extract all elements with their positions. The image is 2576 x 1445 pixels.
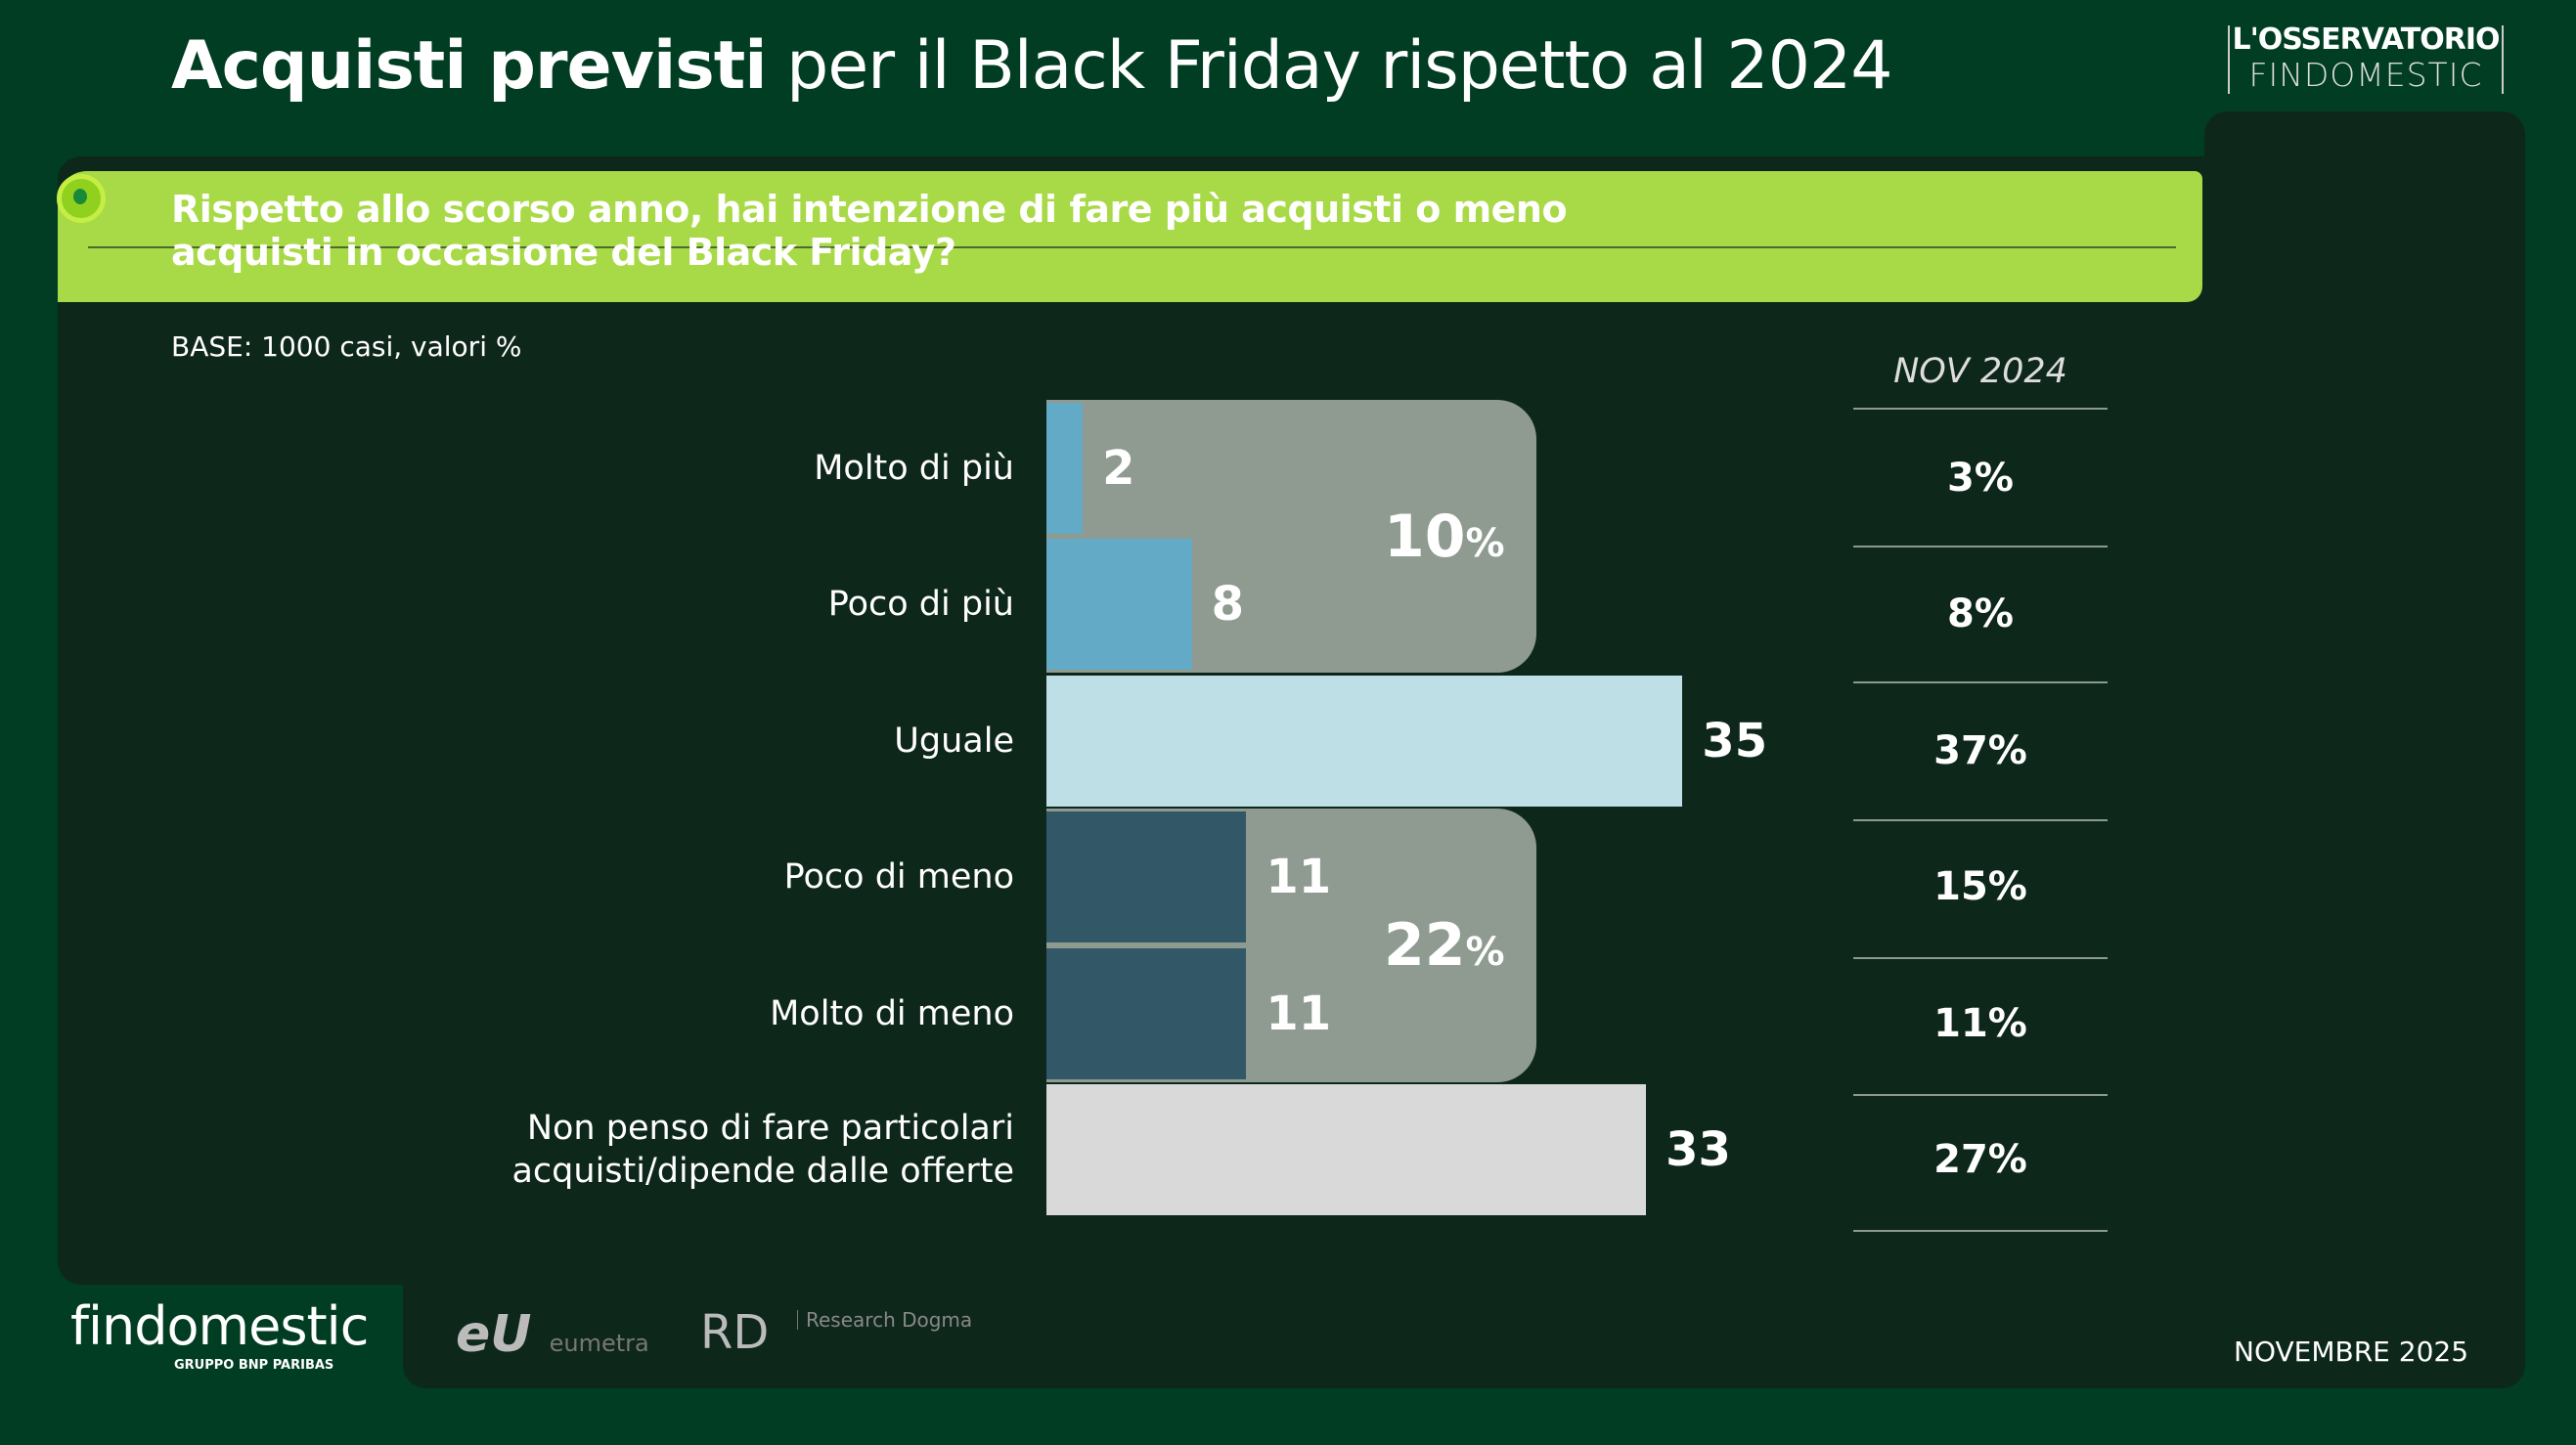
category-label: Poco di meno	[783, 857, 1014, 897]
comparison-value: 11%	[1933, 1001, 2027, 1046]
bar	[1046, 403, 1084, 534]
category-label: Molto di più	[814, 449, 1014, 488]
comparison-divider	[1853, 408, 2108, 410]
bar-value-label: 33	[1666, 1122, 1731, 1177]
bullet-icon	[57, 174, 106, 223]
bar-value-label: 11	[1266, 986, 1332, 1041]
findomestic-logo: findomestic	[70, 1295, 369, 1357]
comparison-divider	[1853, 819, 2108, 821]
group-total-unit: %	[1465, 520, 1505, 566]
comparison-value: 27%	[1933, 1137, 2027, 1182]
category-label: Poco di più	[827, 585, 1014, 624]
category-label: Non penso di fare particolari acquisti/d…	[511, 1109, 1014, 1191]
group-total-value: 22	[1384, 911, 1466, 980]
comparison-value: 37%	[1933, 728, 2027, 773]
bar	[1046, 1084, 1647, 1215]
banner-divider	[88, 246, 2176, 248]
category-label: Molto di meno	[770, 994, 1014, 1033]
eumetra-logo: eU eumetra	[456, 1305, 649, 1364]
comparison-value: 8%	[1947, 591, 2014, 636]
bar-value-label: 11	[1266, 850, 1332, 904]
bar-value-label: 2	[1102, 441, 1135, 496]
comparison-header: NOV 2024	[1893, 352, 2067, 391]
footer-panel	[403, 1261, 2525, 1388]
bar	[1046, 811, 1247, 942]
comparison-divider	[1853, 1230, 2108, 1232]
bar-value-label: 35	[1702, 714, 1768, 768]
category-label: Uguale	[894, 722, 1014, 761]
question-text: Rispetto allo scorso anno, hai intenzion…	[171, 188, 1568, 274]
comparison-divider	[1853, 957, 2108, 959]
group-total-value: 10	[1384, 502, 1466, 571]
bar	[1046, 539, 1192, 670]
research-dogma-logo: RD	[700, 1305, 770, 1360]
comparison-divider	[1853, 546, 2108, 547]
research-dogma-label: Research Dogma	[797, 1310, 972, 1330]
comparison-value: 15%	[1933, 864, 2027, 909]
bar-value-label: 8	[1211, 577, 1245, 632]
page-title: Acquisti previsti per il Black Friday ri…	[171, 27, 1892, 105]
bnp-paribas-label: GRUPPO BNP PARIBAS	[174, 1358, 334, 1373]
comparison-divider	[1853, 681, 2108, 683]
comparison-divider	[1853, 1094, 2108, 1096]
group-total-label: 22%	[1384, 911, 1505, 980]
bar	[1046, 948, 1247, 1079]
group-total-unit: %	[1465, 930, 1505, 975]
comparison-value: 3%	[1947, 456, 2014, 501]
bar	[1046, 676, 1683, 807]
osservatorio-logo: L'OSSERVATORIO FINDOMESTIC	[2228, 25, 2504, 94]
report-date: NOVEMBRE 2025	[2234, 1336, 2469, 1368]
question-banner	[58, 171, 2202, 302]
group-total-label: 10%	[1384, 503, 1505, 571]
base-note: BASE: 1000 casi, valori %	[171, 330, 522, 363]
